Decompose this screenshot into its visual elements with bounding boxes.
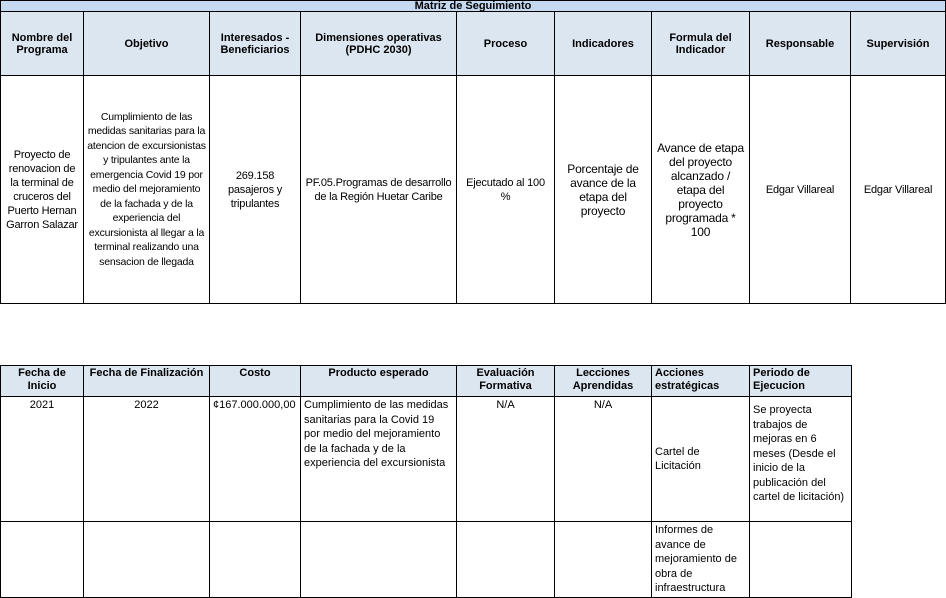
matrix-title: Matriz de Seguimiento (0, 0, 946, 12)
header-operational-dimensions: Dimensiones operativas (PDHC 2030) (300, 11, 457, 76)
cell-cost: ¢167.000.000,00 (209, 396, 301, 522)
cell-supervision: Edgar Villareal (849, 75, 946, 304)
header-program-name: Nombre del Programa (0, 11, 84, 76)
cell-start-date: 2021 (0, 396, 84, 522)
header-objective: Objetivo (83, 11, 210, 76)
header-lessons-learned: Lecciones Aprendidas (554, 365, 652, 397)
cell-empty (83, 521, 210, 598)
header-stakeholders: Interesados - Beneficiarios (209, 11, 301, 76)
header-end-date: Fecha de Finalización (83, 365, 210, 397)
cell-empty (209, 521, 301, 598)
cell-responsible: Edgar Villareal (749, 75, 851, 304)
cell-empty (0, 521, 84, 598)
cell-stakeholders: 269.158 pasajeros y tripulantes (209, 75, 301, 304)
cell-objective: Cumplimiento de las medidas sanitarias p… (83, 75, 210, 304)
header-indicators: Indicadores (554, 11, 652, 76)
cell-program-name: Proyecto de renovacion de la terminal de… (0, 75, 84, 304)
tracking-matrix-table: Matriz de Seguimiento Nombre del Program… (0, 0, 946, 304)
header-process: Proceso (456, 11, 555, 76)
header-formative-evaluation: Evaluación Formativa (456, 365, 555, 397)
header-strategic-actions: Acciones estratégicas (651, 365, 750, 397)
cell-empty (456, 521, 555, 598)
header-cost: Costo (209, 365, 301, 397)
table-row: Proyecto de renovacion de la terminal de… (0, 75, 946, 304)
header-indicator-formula: Formula del Indicador (651, 11, 750, 76)
cell-expected-product: Cumplimiento de las medidas sanitarias p… (300, 396, 457, 522)
cell-empty (749, 521, 852, 598)
header-responsible: Responsable (749, 11, 851, 76)
cell-end-date: 2022 (83, 396, 210, 522)
header-expected-product: Producto esperado (300, 365, 457, 397)
cell-lessons-learned: N/A (554, 396, 652, 522)
cell-indicator-formula: Avance de etapa del proyecto alcanzado /… (651, 75, 750, 304)
table-row: 2021 2022 ¢167.000.000,00 Cumplimiento d… (0, 396, 852, 522)
cell-execution-period: Se proyecta trabajos de mejoras en 6 mes… (749, 396, 852, 522)
cell-indicators: Porcentaje de avance de la etapa del pro… (554, 75, 652, 304)
cell-process: Ejecutado al 100 % (456, 75, 555, 304)
header-execution-period: Periodo de Ejecucion (749, 365, 852, 397)
cell-empty (554, 521, 652, 598)
cell-empty (300, 521, 457, 598)
cell-strategic-actions: Informes de avance de mejoramiento de ob… (651, 521, 750, 598)
table-row: Informes de avance de mejoramiento de ob… (0, 521, 852, 598)
header-supervision: Supervisión (849, 11, 946, 76)
cell-formative-evaluation: N/A (456, 396, 555, 522)
cell-strategic-actions: Cartel de Licitación (651, 396, 750, 522)
cell-operational-dimensions: PF.05.Programas de desarrollo de la Regi… (300, 75, 457, 304)
header-start-date: Fecha de Inicio (0, 365, 84, 397)
schedule-table: Fecha de Inicio Fecha de Finalización Co… (0, 365, 852, 598)
